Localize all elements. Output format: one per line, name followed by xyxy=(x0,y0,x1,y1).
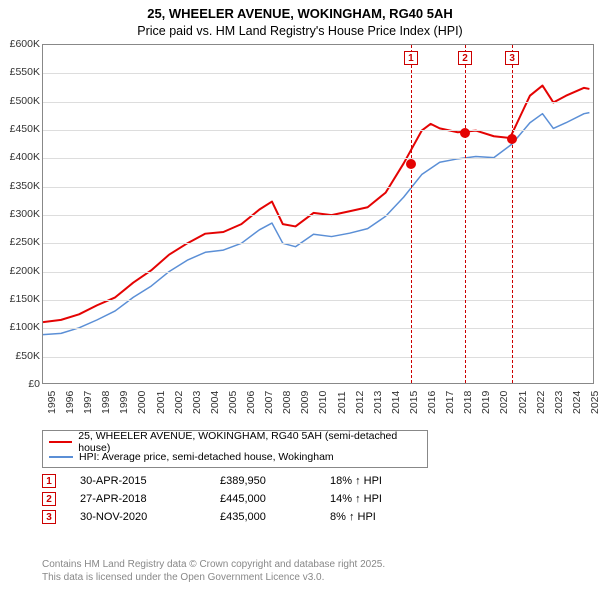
legend-swatch xyxy=(49,441,72,443)
x-tick-label: 2025 xyxy=(589,391,600,414)
x-tick-label: 2006 xyxy=(245,391,257,414)
chart-title: 25, WHEELER AVENUE, WOKINGHAM, RG40 5AH … xyxy=(0,0,600,39)
x-tick-label: 1996 xyxy=(64,391,76,414)
x-tick-label: 2016 xyxy=(426,391,438,414)
event-date: 27-APR-2018 xyxy=(80,490,220,508)
y-tick-label: £0 xyxy=(0,378,40,390)
x-tick-label: 2024 xyxy=(571,391,583,414)
event-vline xyxy=(512,45,513,383)
x-tick-label: 2014 xyxy=(390,391,402,414)
event-row: 1 30-APR-2015£389,95018% ↑ HPI xyxy=(42,472,440,490)
event-vline xyxy=(465,45,466,383)
title-line2: Price paid vs. HM Land Registry's House … xyxy=(0,23,600,39)
y-tick-label: £500K xyxy=(0,95,40,107)
x-tick-label: 2004 xyxy=(209,391,221,414)
event-delta: 8% ↑ HPI xyxy=(330,508,440,526)
x-tick-label: 2018 xyxy=(462,391,474,414)
plot-area: 1 2 3 xyxy=(42,44,594,384)
event-vline xyxy=(411,45,412,383)
y-tick-label: £550K xyxy=(0,66,40,78)
x-tick-label: 1995 xyxy=(46,391,58,414)
event-delta: 18% ↑ HPI xyxy=(330,472,440,490)
y-tick-label: £300K xyxy=(0,208,40,220)
x-tick-label: 2021 xyxy=(517,391,529,414)
y-tick-label: £400K xyxy=(0,151,40,163)
y-tick-label: £600K xyxy=(0,38,40,50)
event-row: 2 27-APR-2018£445,00014% ↑ HPI xyxy=(42,490,440,508)
event-number-box: 2 xyxy=(42,492,56,506)
x-tick-label: 2009 xyxy=(299,391,311,414)
line-layer xyxy=(43,45,593,383)
y-tick-label: £50K xyxy=(0,350,40,362)
event-delta: 14% ↑ HPI xyxy=(330,490,440,508)
event-date: 30-NOV-2020 xyxy=(80,508,220,526)
legend-label: HPI: Average price, semi-detached house,… xyxy=(79,451,334,463)
event-dot xyxy=(406,159,416,169)
legend-item: 25, WHEELER AVENUE, WOKINGHAM, RG40 5AH … xyxy=(49,434,421,449)
y-tick-label: £200K xyxy=(0,265,40,277)
x-tick-label: 1999 xyxy=(118,391,130,414)
event-marker-box: 2 xyxy=(458,51,472,65)
event-row: 3 30-NOV-2020£435,0008% ↑ HPI xyxy=(42,508,440,526)
event-number-box: 3 xyxy=(42,510,56,524)
y-tick-label: £250K xyxy=(0,236,40,248)
x-tick-label: 2023 xyxy=(553,391,565,414)
event-price: £435,000 xyxy=(220,508,330,526)
x-tick-label: 2019 xyxy=(480,391,492,414)
y-tick-label: £150K xyxy=(0,293,40,305)
x-tick-label: 2003 xyxy=(191,391,203,414)
event-date: 30-APR-2015 xyxy=(80,472,220,490)
chart: 1 2 3 £0 £50K £100K £150K £200K £250K £300K £350K… xyxy=(0,44,600,420)
x-tick-label: 1997 xyxy=(82,391,94,414)
legend-swatch xyxy=(49,456,73,458)
series-line xyxy=(43,86,589,323)
x-tick-label: 2002 xyxy=(173,391,185,414)
x-tick-label: 2000 xyxy=(136,391,148,414)
footer-attribution: Contains HM Land Registry data © Crown c… xyxy=(42,559,385,584)
x-tick-label: 2008 xyxy=(281,391,293,414)
x-tick-label: 2001 xyxy=(155,391,167,414)
y-tick-label: £450K xyxy=(0,123,40,135)
x-tick-label: 2011 xyxy=(336,391,348,414)
title-line1: 25, WHEELER AVENUE, WOKINGHAM, RG40 5AH xyxy=(0,6,600,23)
event-dot xyxy=(507,134,517,144)
event-dot xyxy=(460,128,470,138)
series-line xyxy=(43,113,589,335)
event-marker-box: 3 xyxy=(505,51,519,65)
event-price: £445,000 xyxy=(220,490,330,508)
x-tick-label: 1998 xyxy=(100,391,112,414)
x-tick-label: 2020 xyxy=(498,391,510,414)
footer-line1: Contains HM Land Registry data © Crown c… xyxy=(42,559,385,572)
event-price: £389,950 xyxy=(220,472,330,490)
y-tick-label: £100K xyxy=(0,321,40,333)
events-table: 1 30-APR-2015£389,95018% ↑ HPI 2 27-APR-201… xyxy=(42,472,594,526)
x-tick-label: 2007 xyxy=(263,391,275,414)
x-tick-label: 2022 xyxy=(535,391,547,414)
x-tick-label: 2017 xyxy=(444,391,456,414)
event-marker-box: 1 xyxy=(404,51,418,65)
footer-line2: This data is licensed under the Open Gov… xyxy=(42,572,385,585)
y-tick-label: £350K xyxy=(0,180,40,192)
x-tick-label: 2005 xyxy=(227,391,239,414)
legend: 25, WHEELER AVENUE, WOKINGHAM, RG40 5AH … xyxy=(42,430,428,468)
x-tick-label: 2010 xyxy=(317,391,329,414)
event-number-box: 1 xyxy=(42,474,56,488)
x-tick-label: 2015 xyxy=(408,391,420,414)
x-tick-label: 2012 xyxy=(354,391,366,414)
x-tick-label: 2013 xyxy=(372,391,384,414)
